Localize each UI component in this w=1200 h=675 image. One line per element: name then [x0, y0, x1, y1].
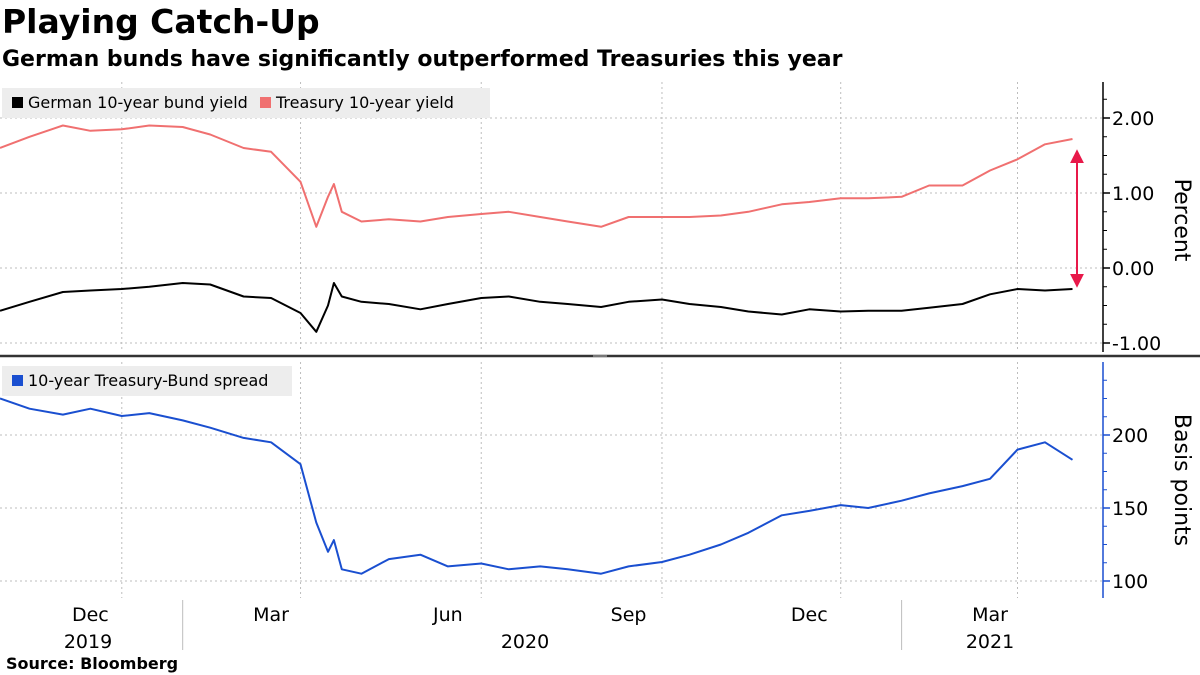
top-y-axis-title: Percent	[1169, 179, 1194, 262]
legend-swatch-bund	[12, 97, 23, 108]
legend-label-bund: German 10-year bund yield	[28, 93, 248, 112]
top-y-tick-label: 1.00	[1112, 183, 1154, 205]
bottom-y-tick-label: 150	[1112, 498, 1148, 520]
top-y-tick-label: 0.00	[1112, 258, 1154, 280]
x-year-label: 2019	[64, 631, 112, 653]
bottom-y-axis-title: Basis points	[1169, 414, 1194, 546]
top-y-tick-label: -1.00	[1112, 333, 1161, 355]
x-month-label: Dec	[791, 604, 828, 626]
legend-swatch-treasury	[260, 97, 271, 108]
chart-title: Playing Catch-Up	[2, 2, 320, 41]
x-year-label: 2021	[966, 631, 1014, 653]
bund-yield-line	[0, 282, 1073, 333]
legend-label-treasury: Treasury 10-year yield	[275, 93, 454, 112]
bottom-y-tick-label: 200	[1112, 425, 1148, 447]
treasury-yield-line	[0, 124, 1073, 228]
x-year-label: 2020	[501, 631, 549, 653]
spread-line	[0, 397, 1074, 575]
legend-swatch-spread	[12, 375, 23, 386]
chart-subtitle: German bunds have significantly outperfo…	[2, 47, 843, 72]
top-legend-box	[2, 88, 490, 118]
bottom-legend-box	[2, 366, 292, 396]
x-month-label: Dec	[72, 604, 109, 626]
x-month-label: Mar	[253, 604, 289, 626]
bottom-y-tick-label: 100	[1112, 571, 1148, 593]
x-month-label: Jun	[432, 604, 463, 626]
source-note: Source: Bloomberg	[6, 654, 179, 673]
legend-label-spread: 10-year Treasury-Bund spread	[28, 371, 268, 390]
top-y-tick-label: 2.00	[1112, 108, 1154, 130]
x-month-label: Sep	[611, 604, 647, 626]
x-month-label: Mar	[972, 604, 1008, 626]
